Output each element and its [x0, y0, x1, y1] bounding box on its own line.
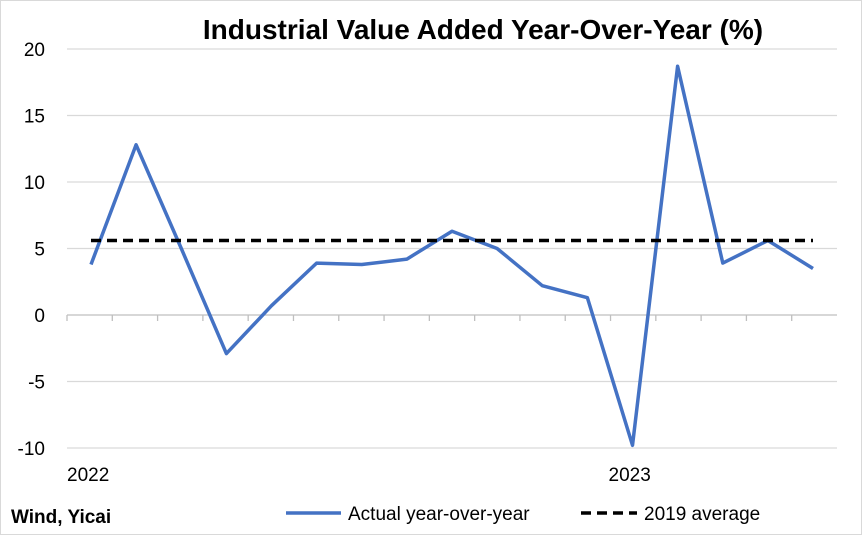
source-credit: Wind, Yicai — [11, 507, 111, 528]
legend-label-2019-average: 2019 average — [644, 504, 760, 525]
x-tick-label: 2023 — [609, 465, 651, 486]
y-tick-label: 5 — [34, 240, 45, 261]
legend: Actual year-over-year 2019 average — [286, 504, 760, 525]
x-tick-label: 2022 — [67, 465, 109, 486]
legend-label-actual: Actual year-over-year — [348, 504, 530, 525]
y-tick-label: 0 — [34, 306, 45, 327]
y-tick-label: 10 — [24, 173, 45, 194]
chart-title: Industrial Value Added Year-Over-Year (%… — [203, 14, 763, 45]
x-axis-ticks: 2022 2023 — [66, 315, 793, 486]
gridlines — [67, 48, 837, 449]
y-axis-tick-labels: 20 15 10 5 0 -5 -10 — [18, 40, 45, 460]
series-line-actual — [89, 64, 814, 448]
y-tick-label: 20 — [24, 40, 45, 61]
y-tick-label: -10 — [18, 439, 45, 460]
y-tick-label: -5 — [28, 373, 45, 394]
series-lines — [89, 64, 814, 448]
y-tick-label: 15 — [24, 107, 45, 128]
